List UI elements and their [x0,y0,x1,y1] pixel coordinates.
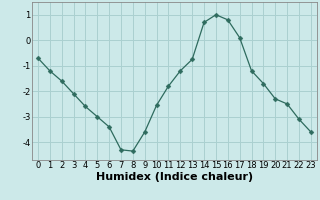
X-axis label: Humidex (Indice chaleur): Humidex (Indice chaleur) [96,172,253,182]
